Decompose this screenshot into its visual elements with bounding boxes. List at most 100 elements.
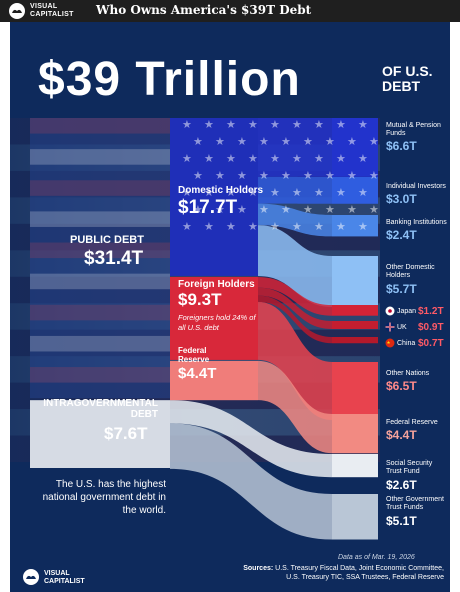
- uk-flag-cross-red: [389, 322, 391, 332]
- flag-star-icon: ★: [270, 220, 280, 233]
- public-debt-stripe: [30, 211, 170, 227]
- public-debt-stripe: [30, 149, 170, 165]
- leaf-label-china: China: [397, 340, 416, 347]
- link-mutual: [258, 118, 332, 177]
- flag-star-icon: ★: [248, 220, 258, 233]
- flag-star-icon: ★: [292, 152, 302, 165]
- flag-star-icon: ★: [281, 203, 291, 216]
- flag-star-icon: ★: [182, 152, 192, 165]
- leaf-label-othernations: Other Nations: [386, 370, 430, 377]
- big-suffix: OF U.S. DEBT: [382, 63, 433, 94]
- flag-star-icon: ★: [314, 118, 324, 131]
- node-value-domestic: $17.7T: [178, 197, 238, 218]
- leaf-value-banking: $2.4T: [386, 228, 417, 242]
- leaf-value-othergov: $5.1T: [386, 514, 417, 528]
- link-othergov: [170, 423, 332, 540]
- link-othernations: [258, 301, 332, 420]
- flag-star-icon: ★: [303, 135, 313, 148]
- foreign-note: Foreigners hold 24% of all U.S. debt: [178, 313, 256, 332]
- flag-star-icon: ★: [347, 203, 357, 216]
- flag-star-icon: ★: [270, 118, 280, 131]
- leaf-node-mutual: [332, 118, 378, 177]
- leaf-label-banking: Banking Institutions: [386, 219, 447, 226]
- flag-star-icon: ★: [325, 169, 335, 182]
- tagline: The U.S. has the highest national govern…: [42, 479, 166, 516]
- brand-name: VISUAL CAPITALIST: [30, 3, 74, 18]
- leaf-label-othergov: Other Government Trust Funds: [386, 496, 444, 511]
- link-china: [258, 295, 332, 344]
- flag-star-icon: ★: [193, 135, 203, 148]
- flag-star-icon: ★: [259, 203, 269, 216]
- leaf-label-otherdom: Other Domestic Holders: [386, 264, 435, 279]
- node-fed: [170, 360, 258, 401]
- link-fedleaf: [258, 360, 332, 454]
- link-japan: [258, 276, 332, 316]
- visual-capitalist-logo-icon: [23, 569, 39, 585]
- node-foreign: [170, 276, 258, 360]
- leaf-label-fedleaf: Federal Reserve: [386, 419, 438, 426]
- flag-star-icon: ★: [193, 169, 203, 182]
- public-debt-stripe: [30, 335, 170, 352]
- flag-star-icon: ★: [314, 220, 324, 233]
- flag-star-icon: ★: [369, 135, 379, 148]
- leaf-label-mutual: Mutual & Pension Funds: [386, 122, 441, 137]
- flag-star-icon: ★: [336, 220, 346, 233]
- leaf-node-othergov: [332, 494, 378, 540]
- leaf-node-china: [332, 337, 378, 344]
- leaf-value-china: $0.7T: [418, 338, 444, 349]
- sources: Sources: U.S. Treasury Fiscal Data, Join…: [243, 565, 444, 581]
- flag-star-icon: ★: [248, 152, 258, 165]
- top-bar: VISUAL CAPITALIST Who Owns America's $39…: [0, 0, 460, 22]
- leaf-label-uk: UK: [397, 324, 407, 331]
- flag-star-icon: ★: [292, 186, 302, 199]
- flag-star-icon: ★: [215, 203, 225, 216]
- flag-star-icon: ★: [237, 203, 247, 216]
- flag-star-icon: ★: [259, 169, 269, 182]
- flag-star-icon: ★: [226, 118, 236, 131]
- leaf-node-othernations: [332, 362, 378, 420]
- flag-star-icon: ★: [226, 152, 236, 165]
- flag-star-icon: ★: [281, 135, 291, 148]
- flag-star-icon: ★: [215, 169, 225, 182]
- leaf-value-fedleaf: $4.4T: [386, 428, 417, 442]
- link-ssa: [170, 400, 332, 478]
- flag-star-icon: ★: [248, 186, 258, 199]
- leaf-label-japan: Japan: [397, 308, 417, 315]
- flag-star-icon: ★: [270, 186, 280, 199]
- leaf-node-individual: [332, 177, 378, 204]
- leaf-value-otherdom: $5.7T: [386, 282, 417, 296]
- leaf-value-mutual: $6.6T: [386, 139, 417, 153]
- node-value-public: $31.4T: [84, 248, 144, 269]
- leaf-node-ssa: [332, 454, 378, 478]
- node-value-foreign: $9.3T: [178, 290, 222, 309]
- node-value-intra: $7.6T: [104, 424, 148, 443]
- flag-star-icon: ★: [369, 169, 379, 182]
- flag-star-icon: ★: [303, 203, 313, 216]
- flag-star-icon: ★: [336, 118, 346, 131]
- flag-star-icon: ★: [182, 118, 192, 131]
- page-title: Who Owns America's $39T Debt: [96, 3, 312, 17]
- flag-star-icon: ★: [182, 220, 192, 233]
- china-flag-icon: [385, 338, 395, 348]
- intra-shade: [30, 400, 170, 468]
- public-debt-stripe: [30, 273, 170, 290]
- node-label-foreign: Foreign Holders: [178, 279, 255, 290]
- flag-star-icon: ★: [204, 220, 214, 233]
- flag-star-icon: ★: [358, 152, 368, 165]
- leaf-node-fedleaf: [332, 414, 378, 454]
- node-label-intra: INTRAGOVERNMENTAL DEBT: [43, 398, 158, 420]
- flag-star-icon: ★: [204, 152, 214, 165]
- flag-star-icon: ★: [215, 135, 225, 148]
- node-label-public: PUBLIC DEBT: [70, 234, 144, 246]
- link-banking: [258, 203, 332, 237]
- public-debt-stripe: [30, 242, 170, 259]
- flag-star-icon: ★: [281, 169, 291, 182]
- flag-star-icon: ★: [325, 203, 335, 216]
- sankey-chart: ★ ★ ★ ★ ★ ★ ★ ★ ★★ ★ ★ ★ ★ ★ ★ ★ ★★ ★ ★ ★ ★ ★ ★ ★ ★★ ★ ★ ★ ★ ★ ★ ★ ★★ ★ ★ ★…: [10, 118, 395, 540]
- as-of-date: Data as of Mar. 19, 2026: [338, 554, 415, 561]
- flag-star-icon: ★: [226, 220, 236, 233]
- flag-star-icon: ★: [292, 220, 302, 233]
- big-number: $39 Trillion: [38, 53, 301, 106]
- flag-star-icon: ★: [182, 186, 192, 199]
- link-otherdom: [258, 225, 332, 307]
